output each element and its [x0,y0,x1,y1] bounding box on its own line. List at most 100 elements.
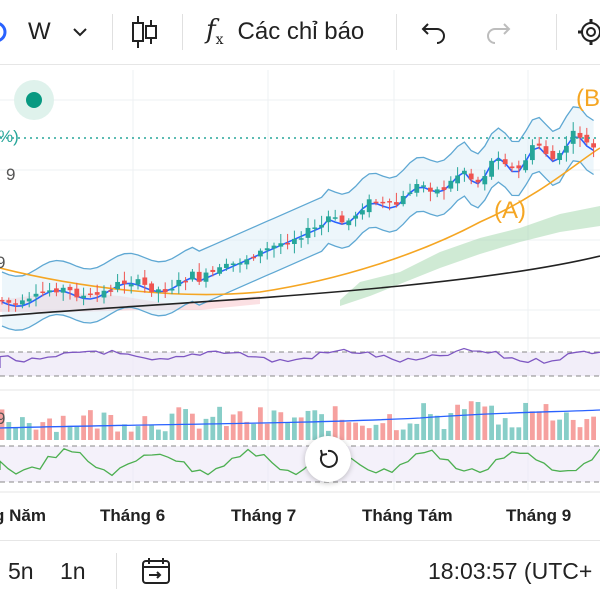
candle-body [6,300,12,303]
candle-body [326,216,331,223]
candle-body [230,263,236,266]
candle-body [203,272,209,282]
candle-body [169,289,175,291]
candle-body [33,293,39,297]
rsi-band [0,352,600,376]
volume-bar [360,425,365,440]
bottom-toolbar: 5n 1n 18:03:57 (UTC+ [0,540,600,601]
indicators-label: Các chỉ báo [237,18,365,45]
candle-body [434,189,440,194]
bollinger-band-fill [2,106,594,331]
volume-bar [74,425,80,440]
volume-bar [20,417,25,440]
volume-bar [441,429,447,440]
candle-body [584,134,590,143]
undo-icon[interactable] [420,0,448,64]
ma-black-line [0,255,600,317]
range-5n-button[interactable]: 5n [8,541,34,601]
x-axis-label-august: Tháng Tám [362,506,453,525]
candle-body [210,269,216,273]
reset-chart-button[interactable] [305,436,351,482]
candle-body [496,159,501,162]
candle-body [271,245,277,249]
indicators-button[interactable]: fx Các chỉ báo [206,0,364,64]
x-axis-label-june: Tháng 6 [100,506,166,525]
interval-button[interactable]: W [28,0,51,64]
volume-bar [156,429,161,440]
candle-body [360,210,365,215]
candle-body [414,184,420,193]
volume-bar [455,404,460,440]
toolbar-divider [556,14,557,50]
volume-bar [516,427,522,440]
volume-bar [285,423,290,440]
candle-body [101,290,107,298]
candle-body [88,293,93,296]
settings-gear-icon[interactable] [576,0,600,64]
volume-pane [0,401,600,440]
candle-body [278,243,284,247]
candle-body [475,179,481,183]
rsi-line [0,347,600,368]
volume-bar [230,414,236,440]
volume-bar [591,416,596,440]
volume-ma-line [0,409,600,429]
range-1n-button[interactable]: 1n [60,541,86,601]
candle-body [156,289,161,293]
bollinger-bands [1,106,594,331]
candle-body [305,227,311,238]
candle-body [237,263,243,265]
volume-bar [530,411,535,440]
price-chart[interactable]: %) 9 9 9 (A) (B [0,64,600,540]
volume-bar [564,412,569,440]
candle-body [0,299,5,302]
candlestick-chart-type-icon[interactable] [130,0,158,64]
candle-body [13,303,18,305]
volume-bar [0,409,5,440]
elliott-wave-a-label[interactable]: (A) [494,197,526,224]
go-to-date-calendar-icon[interactable] [140,541,172,601]
candle-body [577,132,583,138]
volume-bar [6,422,12,440]
price-label-9: 9 [6,165,15,184]
candle-body [128,284,134,287]
candle-body [258,250,263,257]
candle-body [570,130,576,144]
ichimoku-cloud-bearish [0,292,260,312]
range-5n-label: 5n [8,557,34,584]
candle-body [67,286,73,291]
volume-bar [33,429,39,440]
candle-body [509,166,515,169]
candle-body [40,291,46,294]
symbol-logo-icon[interactable] [0,0,10,64]
interval-dropdown-chevron-icon[interactable] [72,0,88,64]
candle-body [20,300,25,305]
market-status-indicator[interactable] [14,80,54,120]
candle-body [319,224,324,228]
market-open-dot-icon [26,92,42,108]
candle-body [373,201,379,204]
volume-bar [319,414,324,440]
clock-timezone-button[interactable]: 18:03:57 (UTC+ [428,541,592,601]
volume-bar [305,410,311,440]
volume-bar [366,428,372,440]
candle-body [115,281,120,290]
volume-bar [434,415,440,440]
volume-bar [468,401,474,440]
volume-bar [332,406,338,440]
volume-bar [298,417,304,440]
x-axis-label-may: g Năm [0,506,46,525]
redo-icon[interactable] [484,0,512,64]
candle-body [387,201,392,203]
volume-bar [400,429,406,440]
candle-body [346,220,352,226]
volume-bar [196,428,202,440]
ichimoku-cloud-bullish [340,206,600,306]
candle-body [489,160,494,177]
function-fx-icon: fx [206,15,224,49]
toolbar-divider [112,14,113,50]
candle-body [162,289,168,293]
volume-bar [203,418,209,440]
candle-body [353,215,358,219]
elliott-wave-b-label[interactable]: (B [576,85,600,112]
